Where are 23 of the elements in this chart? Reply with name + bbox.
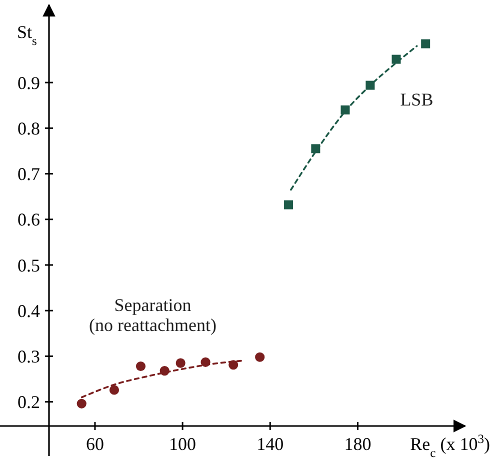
x-tick-label: 140	[256, 434, 284, 454]
y-tick-label: 0.5	[18, 255, 40, 276]
point	[109, 385, 120, 395]
y-tick-label: 0.9	[18, 72, 40, 93]
point	[76, 398, 86, 408]
point	[284, 200, 294, 210]
series-label: Separation (no reattachment)	[89, 295, 216, 336]
y-tick-label: 0.6	[18, 210, 40, 230]
y-tick-label: 0.3	[18, 346, 40, 367]
point	[176, 358, 186, 368]
x-axis-title: Re$_{c}$ (x 10$^{3}$)	[410, 432, 490, 460]
y-tick-label: 0.8	[18, 118, 40, 138]
point	[255, 352, 265, 362]
x-tick-label: 100	[169, 434, 196, 454]
series-label: LSB	[400, 89, 434, 110]
point	[136, 361, 146, 372]
y-tick-label: 0.2	[18, 392, 40, 412]
point	[421, 39, 430, 48]
y-tick-label: 0.4	[18, 300, 40, 321]
y-tick-label: 0.7	[18, 164, 40, 184]
x-tick-label: 60	[86, 434, 104, 454]
x-tick-label: 180	[344, 434, 372, 454]
y-axis-title: St$_{s}$	[17, 22, 38, 48]
